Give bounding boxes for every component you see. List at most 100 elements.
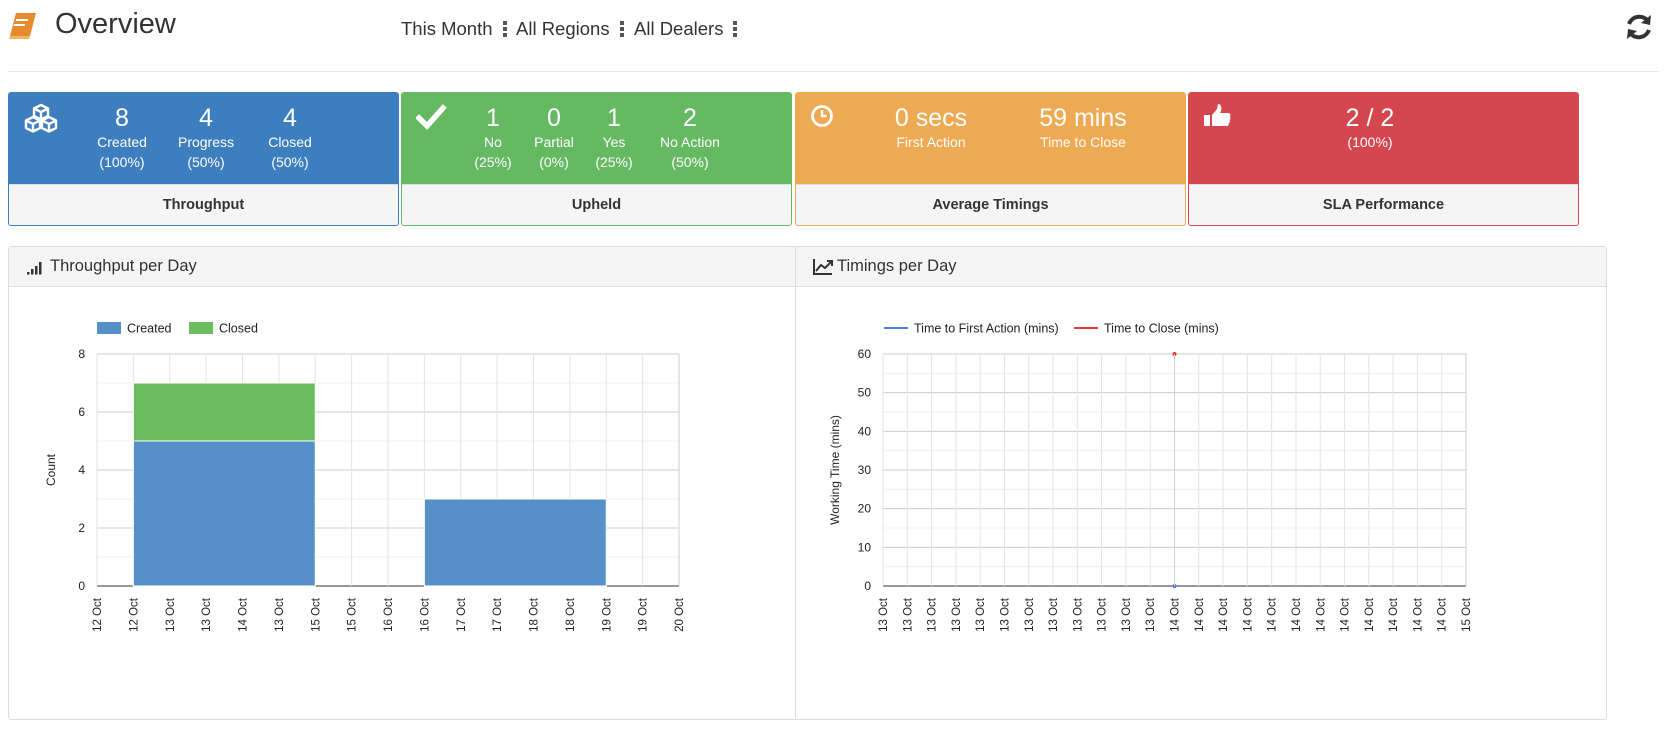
kebab-icon [733,21,738,37]
stat-label: First Action [896,134,966,150]
stat-label: (100%) [1347,134,1393,150]
y-tick-label: 50 [858,386,872,400]
x-tick-label: 18 Oct [529,597,541,632]
created-stat: 8 Created (100%) [67,103,177,173]
stat-value: 4 [283,104,297,132]
region-filter[interactable]: All Regions [516,18,624,40]
refresh-icon[interactable] [1624,12,1654,42]
sla-performance-card-stats: 2 / 2 (100%) [1189,93,1578,184]
y-tick-label: 8 [78,347,85,361]
average-timings-card[interactable]: 0 secs First Action 59 mins Time to Clos… [795,92,1186,226]
period-filter[interactable]: This Month [401,18,507,40]
x-tick-label: 19 Oct [601,597,613,632]
average-timings-card-title: Average Timings [796,184,1185,225]
region-filter-label: All Regions [516,18,610,39]
stat-value: 0 [547,104,561,132]
stat-label: Created [97,134,147,150]
x-tick-label: 12 Oct [92,597,104,632]
dealer-filter[interactable]: All Dealers [634,18,738,40]
panel-title: Throughput per Day [50,257,197,275]
y-tick-label: 10 [858,540,872,554]
book-icon [9,13,36,39]
time-to-close-stat: 59 mins Time to Close [1008,103,1158,151]
legend-label: Closed [219,322,258,336]
x-tick-label: 13 Oct [999,597,1011,632]
y-axis-label: Working Time (mins) [828,415,842,525]
x-tick-label: 13 Oct [1145,597,1157,632]
x-tick-label: 13 Oct [902,597,914,632]
throughput-card-stats: 8 Created (100%) 4 Progress (50%) 4 Clos… [9,93,398,184]
x-tick-label: 14 Oct [1340,597,1352,632]
x-tick-label: 14 Oct [1218,597,1230,632]
x-tick-label: 16 Oct [419,597,431,632]
x-tick-label: 13 Oct [878,597,890,632]
x-tick-label: 15 Oct [1461,597,1473,632]
panel-header: Timings per Day [796,247,1606,287]
stat-value: 1 [607,104,621,132]
stat-label: Progress [177,134,235,150]
bar-closed [132,382,316,442]
x-tick-label: 13 Oct [1048,597,1060,632]
first-action-stat: 0 secs First Action [856,103,1006,151]
stat-value: 1 [486,104,500,132]
stat-value: 4 [199,104,213,132]
x-tick-label: 18 Oct [565,597,577,632]
stat-percent: (0%) [539,154,569,170]
stat-percent: (100%) [99,154,145,170]
y-tick-label: 2 [78,521,85,535]
legend-label: Time to Close (mins) [1104,322,1219,336]
x-tick-label: 17 Oct [492,597,504,632]
x-tick-label: 14 Oct [1437,597,1449,632]
signal-bars-icon [27,262,42,275]
x-tick-label: 19 Oct [638,597,650,632]
average-timings-card-stats: 0 secs First Action 59 mins Time to Clos… [796,93,1185,184]
y-tick-label: 4 [78,463,85,477]
line-chart-icon [813,259,833,275]
upheld-no-stat: 1 No (25%) [438,103,548,173]
stat-percent: (50%) [187,154,225,170]
x-tick-label: 14 Oct [1412,597,1424,632]
sla-performance-card-title: SLA Performance [1189,184,1578,225]
y-tick-label: 30 [858,463,872,477]
panel-header: Throughput per Day [9,247,819,287]
stat-percent: (50%) [271,154,309,170]
upheld-card-title: Upheld [402,184,791,225]
upheld-partial-stat: 0 Partial (0%) [499,103,609,173]
x-tick-label: 13 Oct [975,597,987,632]
stat-percent: (25%) [474,154,512,170]
legend-label: Time to First Action (mins) [914,322,1059,336]
panel-title: Timings per Day [837,257,957,275]
y-axis-label: Count [44,453,58,486]
x-tick-label: 12 Oct [128,597,140,632]
stat-value: 0 secs [894,104,968,132]
throughput-card-title: Throughput [9,184,398,225]
stat-percent: (50%) [671,154,709,170]
throughput-card[interactable]: 8 Created (100%) 4 Progress (50%) 4 Clos… [8,92,399,226]
stat-label: No Action [660,134,720,150]
check-icon [416,104,447,131]
stat-value: 2 / 2 [1345,104,1395,132]
x-tick-label: 14 Oct [1242,597,1254,632]
upheld-card[interactable]: 1 No (25%) 0 Partial (0%) 1 Yes (25%) 2 … [401,92,792,226]
x-tick-label: 13 Oct [1121,597,1133,632]
x-tick-label: 13 Oct [951,597,963,632]
x-tick-label: 14 Oct [1170,597,1182,632]
x-tick-label: 20 Oct [674,597,686,632]
x-tick-label: 13 Oct [1072,597,1084,632]
stat-label: Yes [602,134,626,150]
cubes-icon [24,103,58,133]
clock-icon [811,105,833,127]
x-tick-label: 13 Oct [927,597,939,632]
stat-label: Time to Close [1040,134,1126,150]
stat-value: 59 mins [1039,104,1127,132]
x-tick-label: 14 Oct [1267,597,1279,632]
progress-stat: 4 Progress (50%) [151,103,261,173]
x-tick-label: 15 Oct [310,597,322,632]
x-tick-label: 13 Oct [1024,597,1036,632]
legend-swatch [97,322,121,334]
closed-stat: 4 Closed (50%) [235,103,345,173]
bar-created [423,498,607,587]
x-tick-label: 13 Oct [1097,597,1109,632]
sla-performance-card[interactable]: 2 / 2 (100%) SLA Performance [1188,92,1579,226]
x-tick-label: 16 Oct [383,597,395,632]
